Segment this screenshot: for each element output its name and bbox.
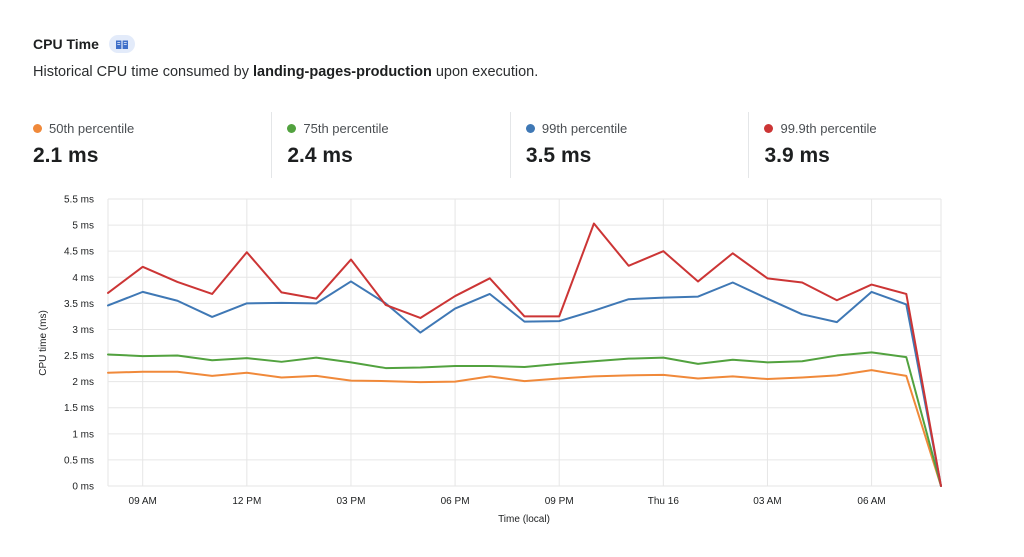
stat-value: 3.9 ms bbox=[764, 144, 830, 167]
stat-p50: 50th percentile 2.1 ms bbox=[33, 112, 271, 178]
stat-p75: 75th percentile 2.4 ms bbox=[271, 112, 510, 178]
y-tick-label: 0.5 ms bbox=[64, 455, 94, 466]
stat-label-text: 75th percentile bbox=[303, 121, 389, 136]
y-axis-label: CPU time (ms) bbox=[38, 310, 49, 376]
y-tick-label: 4.5 ms bbox=[64, 247, 94, 258]
stat-value: 3.5 ms bbox=[525, 144, 592, 167]
stat-label-text: 99th percentile bbox=[541, 121, 628, 136]
y-tick-label: 0 ms bbox=[72, 482, 94, 493]
series-line-2[interactable] bbox=[107, 280, 942, 487]
y-tick-label: 3 ms bbox=[72, 325, 94, 336]
page-title: CPU Time bbox=[33, 36, 99, 52]
series-line-1[interactable] bbox=[107, 351, 942, 487]
x-tick-label: 06 PM bbox=[441, 496, 470, 507]
x-tick-label: 09 AM bbox=[129, 496, 157, 507]
y-tick-label: 4 ms bbox=[72, 273, 94, 284]
docs-button[interactable] bbox=[108, 35, 135, 53]
x-tick-label: Thu 16 bbox=[648, 496, 680, 507]
book-icon bbox=[115, 40, 128, 49]
x-tick-label: 03 PM bbox=[337, 496, 366, 507]
percentile-summary: 50th percentile 2.1 ms 75th percentile 2… bbox=[33, 112, 987, 178]
chart-header: CPU Time Historical CPU time consumed by… bbox=[33, 34, 538, 80]
y-tick-label: 2.5 ms bbox=[64, 351, 94, 362]
stat-label: 99th percentile bbox=[525, 121, 749, 136]
legend-dot-icon bbox=[525, 124, 535, 133]
stat-label-text: 99.9th percentile bbox=[780, 121, 877, 136]
stat-p99: 99th percentile 3.5 ms bbox=[509, 112, 749, 178]
worker-name: landing-pages-production bbox=[253, 64, 432, 80]
y-tick-label: 2 ms bbox=[72, 377, 94, 388]
y-axis: 0 ms 0.5 ms 1 ms 1.5 ms 2 ms 2.5 ms 3 ms 3.5 ms… bbox=[64, 195, 94, 493]
legend-dot-icon bbox=[764, 124, 774, 133]
series-line-3[interactable] bbox=[107, 222, 942, 487]
legend-dot-icon bbox=[33, 124, 42, 133]
y-tick-label: 3.5 ms bbox=[64, 299, 94, 310]
x-axis: 09 AM 12 PM 03 PM 06 PM 09 PM Thu 16 03 AM 06 A… bbox=[129, 496, 886, 507]
x-axis-label: Time (local) bbox=[498, 514, 550, 525]
subtitle-prefix: Historical CPU time consumed by bbox=[33, 64, 253, 80]
x-tick-label: 09 PM bbox=[545, 496, 574, 507]
y-tick-label: 5 ms bbox=[72, 221, 94, 232]
page-subtitle: Historical CPU time consumed by landing-… bbox=[33, 64, 538, 80]
y-tick-label: 1.5 ms bbox=[64, 403, 94, 414]
stat-label: 50th percentile bbox=[33, 121, 271, 136]
series-line-0[interactable] bbox=[107, 369, 942, 487]
chart-grid bbox=[107, 198, 942, 487]
stat-value: 2.1 ms bbox=[33, 144, 99, 167]
legend-dot-icon bbox=[287, 124, 297, 133]
stat-label: 75th percentile bbox=[287, 121, 510, 136]
x-tick-label: 03 AM bbox=[753, 496, 781, 507]
x-tick-label: 12 PM bbox=[232, 496, 261, 507]
stat-label: 99.9th percentile bbox=[764, 121, 987, 136]
cpu-time-line-chart[interactable]: 0 ms 0.5 ms 1 ms 1.5 ms 2 ms 2.5 ms 3 ms 3.5 ms… bbox=[0, 186, 1024, 526]
stat-label-text: 50th percentile bbox=[49, 121, 135, 136]
y-tick-label: 1 ms bbox=[72, 429, 94, 440]
title-row: CPU Time bbox=[33, 34, 538, 54]
subtitle-suffix: upon execution. bbox=[431, 64, 539, 80]
stat-value: 2.4 ms bbox=[287, 144, 353, 167]
stat-p999: 99.9th percentile 3.9 ms bbox=[748, 112, 987, 178]
chart-series bbox=[107, 222, 942, 487]
y-tick-label: 5.5 ms bbox=[64, 195, 94, 206]
x-tick-label: 06 AM bbox=[857, 496, 885, 507]
